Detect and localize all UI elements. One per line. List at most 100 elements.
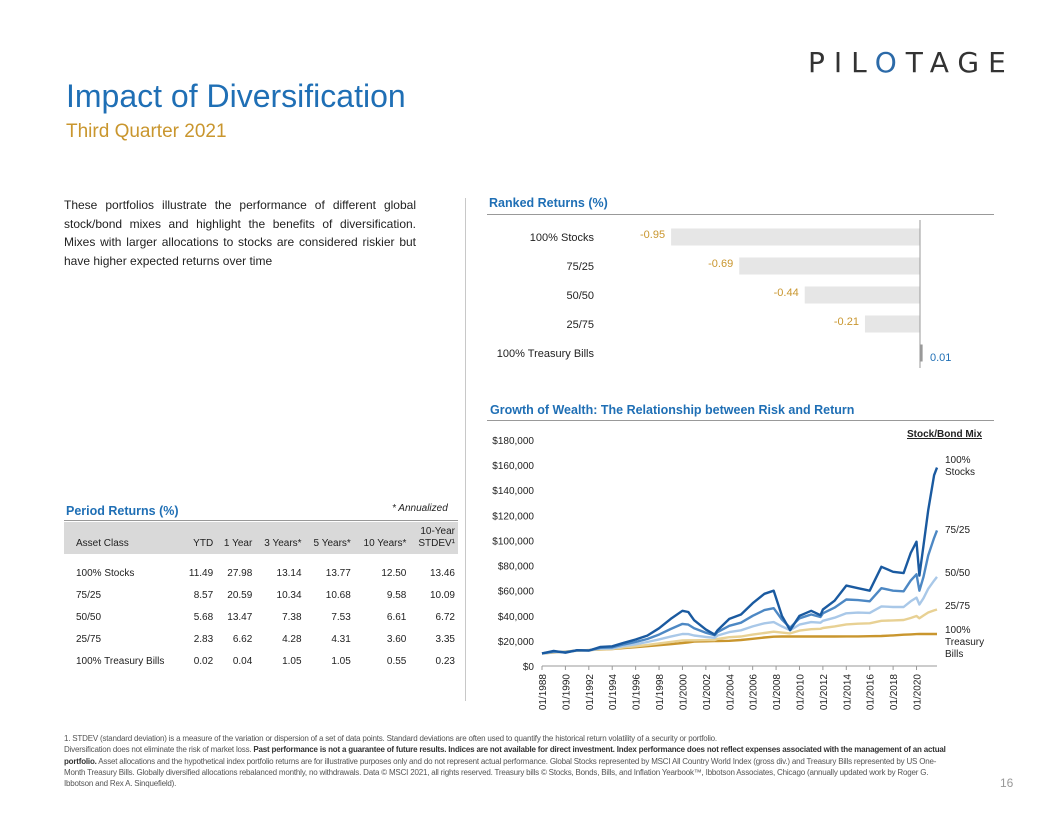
ranked-value-label: 0.01 — [930, 352, 951, 364]
cell: 10.09 — [429, 589, 455, 601]
cell: 13.47 — [227, 611, 253, 623]
col-5-years: 5 Years* — [304, 522, 354, 554]
cell: 5.68 — [193, 611, 214, 623]
x-tick-label: 01/2000 — [678, 674, 689, 711]
cell: 6.62 — [232, 633, 253, 645]
cell: 7.53 — [331, 611, 351, 623]
x-tick-label: 01/2016 — [866, 674, 877, 711]
cell: 6.72 — [435, 611, 455, 623]
x-tick-label: 01/2008 — [772, 674, 783, 711]
cell: 25/75 — [76, 633, 102, 645]
y-tick-label: $0 — [523, 662, 535, 673]
y-tick-label: $40,000 — [498, 612, 535, 623]
table-row: 100% Stocks 11.49 27.98 13.14 13.77 12.5… — [64, 562, 458, 584]
footnote-disclosure: Diversification does not eliminate the r… — [64, 744, 952, 789]
y-tick-label: $60,000 — [498, 587, 535, 598]
cell: 11.49 — [188, 567, 214, 579]
footnote-stdev: 1. STDEV (standard deviation) is a measu… — [64, 734, 717, 743]
ranked-returns-rule — [487, 214, 994, 215]
x-tick-label: 01/2014 — [842, 674, 853, 711]
series-end-label: 100% Treasury Bills — [945, 625, 984, 660]
cell: 12.50 — [381, 567, 407, 579]
cell: 0.02 — [193, 655, 214, 667]
cell: 0.04 — [232, 655, 253, 667]
growth-of-wealth-chart: $0 $20,000 $40,000 $60,000 $80,000 $100,000 $1… — [492, 436, 984, 711]
page-subtitle: Third Quarter 2021 — [66, 121, 227, 142]
period-returns-rule — [64, 520, 458, 521]
col-ytd: YTD — [181, 522, 217, 554]
y-tick-label: $20,000 — [498, 637, 535, 648]
footnote-part-c: Asset allocations and the hypothetical i… — [64, 756, 937, 789]
cell: 10.68 — [325, 589, 351, 601]
cell: 4.31 — [331, 633, 351, 645]
y-tick-label: $140,000 — [492, 486, 534, 497]
col-stdev-line1: 10-Year — [420, 526, 455, 537]
cell: 6.61 — [386, 611, 407, 623]
ranked-category-label: 75/25 — [566, 261, 594, 273]
series-end-label-line: 100% — [945, 455, 971, 466]
cell: 0.55 — [386, 655, 407, 667]
ranked-bar — [920, 344, 923, 362]
x-tick-label: 01/1990 — [561, 674, 572, 711]
ranked-bar — [739, 257, 920, 275]
cell: 4.28 — [282, 633, 302, 645]
cell: 1.05 — [282, 655, 302, 667]
cell: 10.34 — [276, 589, 302, 601]
period-returns-table: Asset Class YTD 1 Year 3 Years* 5 Years*… — [64, 522, 458, 672]
ranked-returns-chart: 100% Stocks 75/25 50/50 25/75 100% Treasury … — [497, 220, 951, 368]
ranked-value-label: -0.95 — [640, 229, 665, 241]
growth-of-wealth-heading: Growth of Wealth: The Relationship betwe… — [490, 403, 855, 417]
series-end-label: 50/50 — [945, 568, 970, 579]
disclosure-footnote: 1. STDEV (standard deviation) is a measu… — [64, 733, 952, 790]
ranked-category-label: 100% Stocks — [530, 232, 595, 244]
series-end-label-line: 75/25 — [945, 525, 970, 536]
x-tick-label: 01/2006 — [749, 674, 760, 711]
col-1-year: 1 Year — [216, 522, 256, 554]
ranked-value-label: -0.44 — [774, 287, 799, 299]
series-end-label: 100% Stocks — [945, 455, 975, 478]
page-title: Impact of Diversification — [66, 78, 406, 114]
x-tick-label: 01/1998 — [655, 674, 666, 711]
ranked-value-label: -0.21 — [834, 316, 859, 328]
ranked-category-label: 100% Treasury Bills — [497, 348, 595, 360]
cell: 3.60 — [386, 633, 407, 645]
x-tick-label: 01/2012 — [819, 674, 830, 711]
cell: 20.59 — [227, 589, 253, 601]
logo-text-left: PIL — [808, 46, 875, 79]
y-tick-label: $100,000 — [492, 536, 534, 547]
series-line — [541, 467, 939, 655]
x-tick-label: 01/1988 — [538, 674, 549, 711]
cell: 2.83 — [193, 633, 214, 645]
table-row: 50/50 5.68 13.47 7.38 7.53 6.61 6.72 — [64, 606, 458, 628]
series-end-label-line: 100% — [945, 625, 971, 636]
cell: 13.77 — [325, 567, 351, 579]
cell: 3.35 — [435, 633, 455, 645]
cell: 100% Treasury Bills — [76, 655, 165, 667]
series-end-label-line: Bills — [945, 649, 963, 660]
x-tick-label: 01/2020 — [913, 674, 924, 711]
x-tick-label: 01/2010 — [795, 674, 806, 711]
legend-title: Stock/Bond Mix — [907, 429, 983, 440]
col-3-years: 3 Years* — [255, 522, 305, 554]
series-line — [541, 529, 939, 655]
y-tick-label: $80,000 — [498, 562, 535, 573]
table-row: 25/75 2.83 6.62 4.28 4.31 3.60 3.35 — [64, 628, 458, 650]
table-row: 100% Treasury Bills 0.02 0.04 1.05 1.05 … — [64, 650, 458, 672]
table-header-row: Asset Class YTD 1 Year 3 Years* 5 Years*… — [64, 522, 458, 554]
table-row: 75/25 8.57 20.59 10.34 10.68 9.58 10.09 — [64, 584, 458, 606]
ranked-bar — [804, 286, 920, 304]
cell: 9.58 — [386, 589, 407, 601]
cell: 8.57 — [193, 589, 214, 601]
page-number: 16 — [1000, 776, 1014, 790]
col-10-years: 10 Years* — [353, 522, 410, 554]
annualized-note: * Annualized — [392, 503, 448, 514]
cell: 100% Stocks — [76, 567, 135, 579]
ranked-bar — [864, 315, 920, 333]
intro-paragraph: These portfolios illustrate the performa… — [64, 198, 416, 268]
x-tick-label: 01/2004 — [725, 674, 736, 711]
col-asset-class: Asset Class — [64, 522, 182, 554]
x-tick-label: 01/1992 — [585, 674, 596, 711]
y-tick-label: $120,000 — [492, 511, 534, 522]
cell: 7.38 — [282, 611, 302, 623]
series-end-label: 75/25 — [945, 525, 970, 536]
